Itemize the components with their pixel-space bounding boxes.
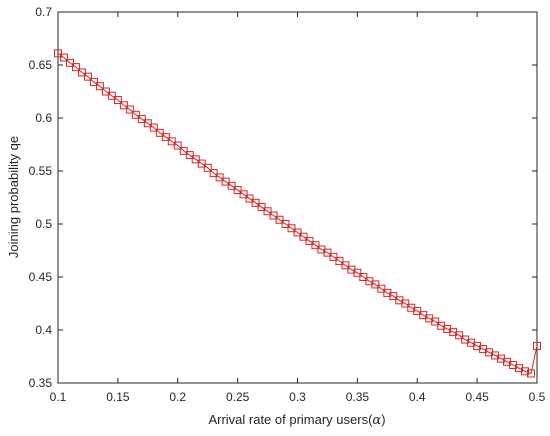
x-tick-label: 0.45 <box>465 390 489 404</box>
data-point-marker <box>101 87 110 96</box>
x-axis-label: Arrival rate of primary users(α) <box>208 412 385 428</box>
data-point-marker <box>305 236 314 245</box>
data-point-marker <box>533 341 541 350</box>
data-point-marker <box>455 331 464 340</box>
data-point-marker <box>95 82 104 91</box>
data-point-marker <box>71 63 80 72</box>
x-tick-label: 0.25 <box>226 390 250 404</box>
y-tick-label: 0.6 <box>35 111 52 125</box>
data-point-marker <box>143 119 152 128</box>
data-point-marker <box>293 228 302 237</box>
data-point-marker <box>401 299 410 308</box>
data-point-marker <box>155 128 164 137</box>
y-tick-label: 0.45 <box>29 270 53 284</box>
y-tick-label: 0.5 <box>35 217 52 231</box>
y-tick-label: 0.35 <box>29 376 53 390</box>
x-tick-label: 0.5 <box>529 390 546 404</box>
data-point-marker <box>119 101 128 110</box>
data-point-marker <box>107 91 116 100</box>
data-point-marker <box>221 177 230 186</box>
data-point-marker <box>521 367 530 376</box>
plot-area <box>57 11 538 384</box>
data-point-marker <box>269 211 278 220</box>
data-point-marker <box>287 224 296 233</box>
data-point-marker <box>275 215 284 224</box>
data-point-marker <box>329 252 338 261</box>
y-tick-label: 0.7 <box>35 5 52 19</box>
y-tick-label: 0.55 <box>29 164 53 178</box>
x-tick-label: 0.4 <box>409 390 426 404</box>
data-point-marker <box>371 280 380 289</box>
series-layer <box>54 49 541 378</box>
data-point-marker <box>353 268 362 277</box>
data-point-marker <box>54 49 62 58</box>
data-point-marker <box>527 369 536 378</box>
data-point-marker <box>413 306 422 315</box>
data-point-marker <box>125 105 134 114</box>
y-axis-label: Joining probability qe <box>6 136 21 258</box>
data-point-marker <box>209 169 218 178</box>
x-axis: 0.1 0.15 0.2 0.25 0.3 0.35 0.4 0.45 0.5 <box>50 12 546 404</box>
data-point-marker <box>131 110 140 119</box>
data-point-marker <box>89 77 98 86</box>
data-point-marker <box>311 241 320 250</box>
data-point-marker <box>185 151 194 160</box>
data-point-marker <box>149 123 158 132</box>
data-point-marker <box>299 232 308 241</box>
x-tick-label: 0.35 <box>346 390 370 404</box>
y-tick-label: 0.65 <box>29 58 53 72</box>
data-point-marker <box>113 95 122 104</box>
data-point-marker <box>83 72 92 81</box>
y-axis: 0.35 0.4 0.45 0.5 0.55 0.6 0.65 0.7 <box>29 5 537 390</box>
data-point-marker <box>77 68 86 77</box>
data-point-marker <box>335 257 344 266</box>
x-tick-label: 0.2 <box>169 390 186 404</box>
data-point-marker <box>281 220 290 228</box>
data-point-marker <box>203 163 212 172</box>
data-point-marker <box>137 115 146 124</box>
data-point-marker <box>389 292 398 301</box>
data-point-marker <box>377 284 386 293</box>
data-point-marker <box>65 58 74 67</box>
x-tick-label: 0.1 <box>50 390 67 404</box>
data-point-marker <box>227 181 236 190</box>
data-point-marker <box>257 203 266 212</box>
data-point-marker <box>359 273 368 281</box>
x-tick-label: 0.3 <box>289 390 306 404</box>
data-point-marker <box>239 190 248 199</box>
data-point-marker <box>215 173 224 182</box>
data-point-marker <box>233 186 242 195</box>
data-point-marker <box>251 198 260 207</box>
data-point-marker <box>431 317 440 326</box>
data-point-marker <box>263 207 272 216</box>
data-point-marker <box>179 146 188 155</box>
y-tick-label: 0.4 <box>35 323 52 337</box>
data-point-marker <box>161 133 170 142</box>
data-point-marker <box>59 53 68 62</box>
data-point-marker <box>191 155 200 164</box>
data-point-marker <box>167 137 176 146</box>
data-point-marker <box>173 141 182 150</box>
data-point-marker <box>341 261 350 270</box>
data-point-marker <box>197 159 206 168</box>
data-point-marker <box>323 248 332 257</box>
data-point-marker <box>245 194 254 203</box>
x-tick-label: 0.15 <box>106 390 130 404</box>
